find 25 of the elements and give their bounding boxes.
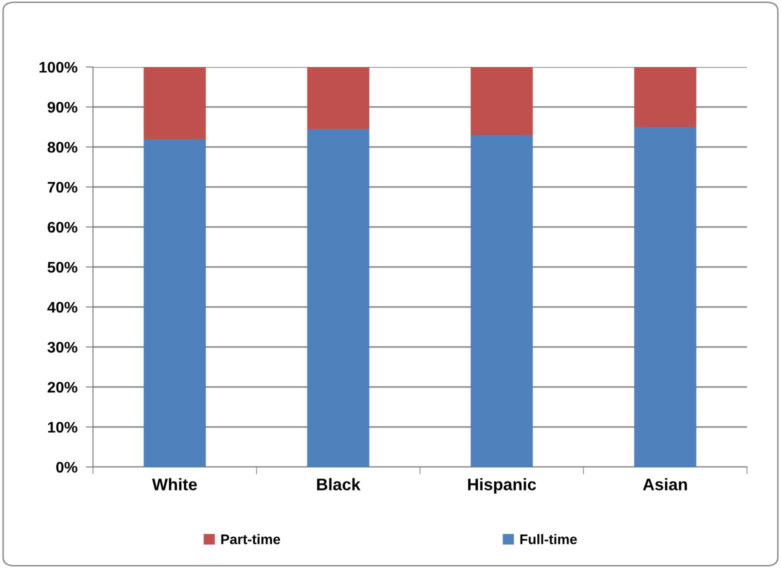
bar [634,127,696,467]
y-tick-label: 0% [56,462,78,473]
bar [470,135,533,467]
y-tick-label: 90% [48,102,78,113]
x-tick-label: White [152,478,197,490]
x-tick-label: Hispanic [468,478,536,494]
bar [307,67,370,129]
x-tick-label: Black [317,478,361,490]
y-tick-label: 20% [48,382,78,393]
y-tick-label: 50% [48,262,78,273]
bar [144,139,206,467]
bar [144,67,206,139]
y-tick-label: 100% [40,62,78,73]
y-tick-label: 40% [47,302,78,313]
x-tick-label: Asian [642,478,687,490]
bar [307,129,370,467]
bar [634,67,696,127]
y-tick-label: 80% [48,142,78,153]
y-tick-label: 10% [48,422,78,433]
legend-label: Full-time [520,534,577,544]
y-tick-label: 30% [47,342,78,353]
y-tick-label: 60% [48,222,78,233]
y-tick-label: 70% [48,182,78,193]
legend-label: Part-time [221,534,280,544]
bar [470,67,533,135]
